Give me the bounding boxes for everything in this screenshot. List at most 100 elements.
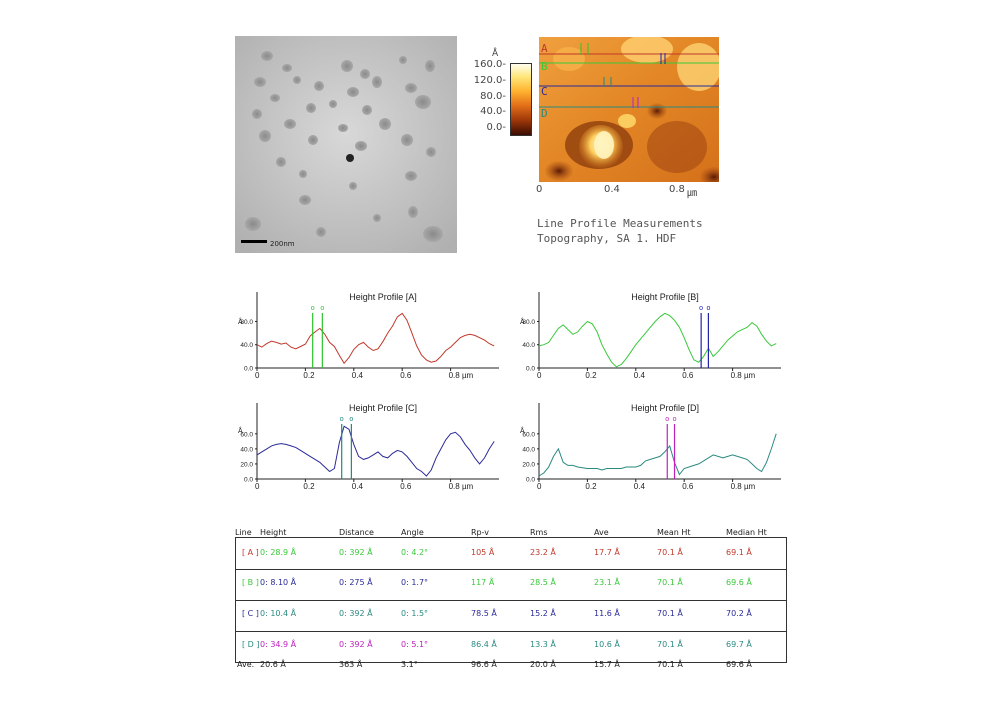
table-cell: 70.1 Å xyxy=(657,578,683,587)
x-tick-label: 0 xyxy=(537,371,542,380)
row-divider xyxy=(236,631,786,632)
afm-x-tick: 0 xyxy=(536,184,543,195)
afm-x-tick: 0.4 xyxy=(604,184,620,195)
x-tick-label: 0 xyxy=(255,371,260,380)
profile-line xyxy=(538,312,777,368)
row-divider xyxy=(236,569,786,570)
height-profile-d: Height Profile [D] Å 60.0 40.0 20.0 0.0 0 0.2 0.… xyxy=(516,399,786,499)
table-cell: 0: 4.2° xyxy=(401,548,429,557)
afm-caption-file: Topography, SA 1. HDF xyxy=(537,232,677,245)
table-cell: 0: 10.4 Å xyxy=(260,609,297,618)
y-tick-label: 60.0 xyxy=(240,431,253,438)
x-tick-label: 0 xyxy=(537,482,542,491)
cursor-marker: o xyxy=(320,305,324,312)
cursor-marker: o xyxy=(699,305,703,312)
table-ave-cell: 15.7 Å xyxy=(594,660,620,669)
table-cell: 23.2 Å xyxy=(530,548,556,557)
afm-line-label: B xyxy=(541,60,548,73)
height-profile-a: Height Profile [A] Å 80.0 40.0 0.0 0 0.2 0.4 0.6… xyxy=(234,288,504,388)
y-axis-unit: Å xyxy=(520,426,525,435)
afm-topography-image: A B C D xyxy=(539,37,719,182)
table-header: Rp-v xyxy=(471,528,490,537)
table-header: Angle xyxy=(401,528,424,537)
table-ave-cell: 20.6 Å xyxy=(260,660,286,669)
tem-scale-bar xyxy=(241,240,267,243)
table-cell: 23.1 Å xyxy=(594,578,620,587)
colorbar-tick: 40.0- xyxy=(480,106,506,117)
profile-line xyxy=(538,433,777,477)
y-tick-label: 40.0 xyxy=(522,342,535,349)
height-profile-c: Height Profile [C] Å 60.0 40.0 20.0 0.0 0 0.2 0.… xyxy=(234,399,504,499)
cursor-marker: o xyxy=(311,305,315,312)
x-tick-label: 0.2 xyxy=(585,371,597,380)
height-profile-b: Height Profile [B] Å 80.0 40.0 0.0 0 0.2 0.4 0.6… xyxy=(516,288,786,388)
table-header: Rms xyxy=(530,528,548,537)
x-tick-label: 0.4 xyxy=(352,482,364,491)
y-tick-label: 0.0 xyxy=(526,477,535,484)
profile-title: Height Profile [C] xyxy=(349,403,417,413)
x-tick-label: 0.8 µm xyxy=(731,371,756,380)
afm-caption-title: Line Profile Measurements xyxy=(537,217,703,230)
y-axis-unit: Å xyxy=(238,426,243,435)
table-cell: 13.3 Å xyxy=(530,640,556,649)
table-frame xyxy=(235,537,787,663)
table-header: Ave xyxy=(594,528,609,537)
table-cell: 10.6 Å xyxy=(594,640,620,649)
tem-scale-label: 200nm xyxy=(270,240,295,248)
table-cell: 86.4 Å xyxy=(471,640,497,649)
row-divider xyxy=(236,600,786,601)
x-tick-label: 0.8 µm xyxy=(449,371,474,380)
table-cell: 0: 8.10 Å xyxy=(260,578,297,587)
colorbar-tick: 0.0- xyxy=(486,122,506,133)
x-tick-label: 0.8 µm xyxy=(731,482,756,491)
table-cell: 0: 392 Å xyxy=(339,640,373,649)
table-cell: 28.5 Å xyxy=(530,578,556,587)
table-cell: 11.6 Å xyxy=(594,609,620,618)
y-tick-label: 80.0 xyxy=(240,319,253,326)
table-row-label: [ D ] xyxy=(242,640,260,649)
table-cell: 78.5 Å xyxy=(471,609,497,618)
x-tick-label: 0.4 xyxy=(352,371,364,380)
table-cell: 17.7 Å xyxy=(594,548,620,557)
x-tick-label: 0.2 xyxy=(585,482,597,491)
table-row-label: [ A ] xyxy=(242,548,259,557)
table-ave-cell: 3.1° xyxy=(401,660,418,669)
afm-x-tick: 0.8 xyxy=(669,184,685,195)
y-tick-label: 40.0 xyxy=(240,446,253,453)
table-ave-cell: 70.1 Å xyxy=(657,660,683,669)
x-tick-label: 0.2 xyxy=(303,482,315,491)
profile-line xyxy=(256,312,495,365)
profile-line xyxy=(256,425,495,477)
table-cell: 0: 275 Å xyxy=(339,578,373,587)
table-ave-cell: 96.6 Å xyxy=(471,660,497,669)
y-tick-label: 80.0 xyxy=(522,319,535,326)
table-cell: 117 Å xyxy=(471,578,495,587)
table-cell: 105 Å xyxy=(471,548,495,557)
x-tick-label: 0.4 xyxy=(634,482,646,491)
table-row-label: [ B ] xyxy=(242,578,259,587)
x-tick-label: 0.8 µm xyxy=(449,482,474,491)
table-cell: 70.2 Å xyxy=(726,609,752,618)
profile-title: Height Profile [A] xyxy=(349,292,417,302)
colorbar-unit: Å xyxy=(492,49,499,59)
table-cell: 70.1 Å xyxy=(657,548,683,557)
table-cell: 69.1 Å xyxy=(726,548,752,557)
cursor-marker: o xyxy=(706,305,710,312)
table-header: Line xyxy=(235,528,252,537)
y-axis-unit: Å xyxy=(520,317,525,326)
table-cell: 0: 1.7° xyxy=(401,578,429,587)
table-ave-cell: 69.6 Å xyxy=(726,660,752,669)
y-tick-label: 0.0 xyxy=(244,366,253,373)
table-row-label: [ C ] xyxy=(242,609,259,618)
y-tick-label: 60.0 xyxy=(522,431,535,438)
x-tick-label: 0.4 xyxy=(634,371,646,380)
table-cell: 0: 392 Å xyxy=(339,548,373,557)
profile-title: Height Profile [D] xyxy=(631,403,699,413)
x-tick-label: 0.6 xyxy=(682,482,694,491)
profile-svg: Height Profile [C] Å60.0 40.0 20.0 0.00 0.2 0.… xyxy=(238,403,499,491)
table-cell: 70.1 Å xyxy=(657,609,683,618)
table-cell: 0: 5.1° xyxy=(401,640,429,649)
table-cell: 0: 1.5° xyxy=(401,609,429,618)
profile-svg: Height Profile [A] Å80.0 40.0 0.00 0.2 0.4 0.6… xyxy=(238,292,499,380)
